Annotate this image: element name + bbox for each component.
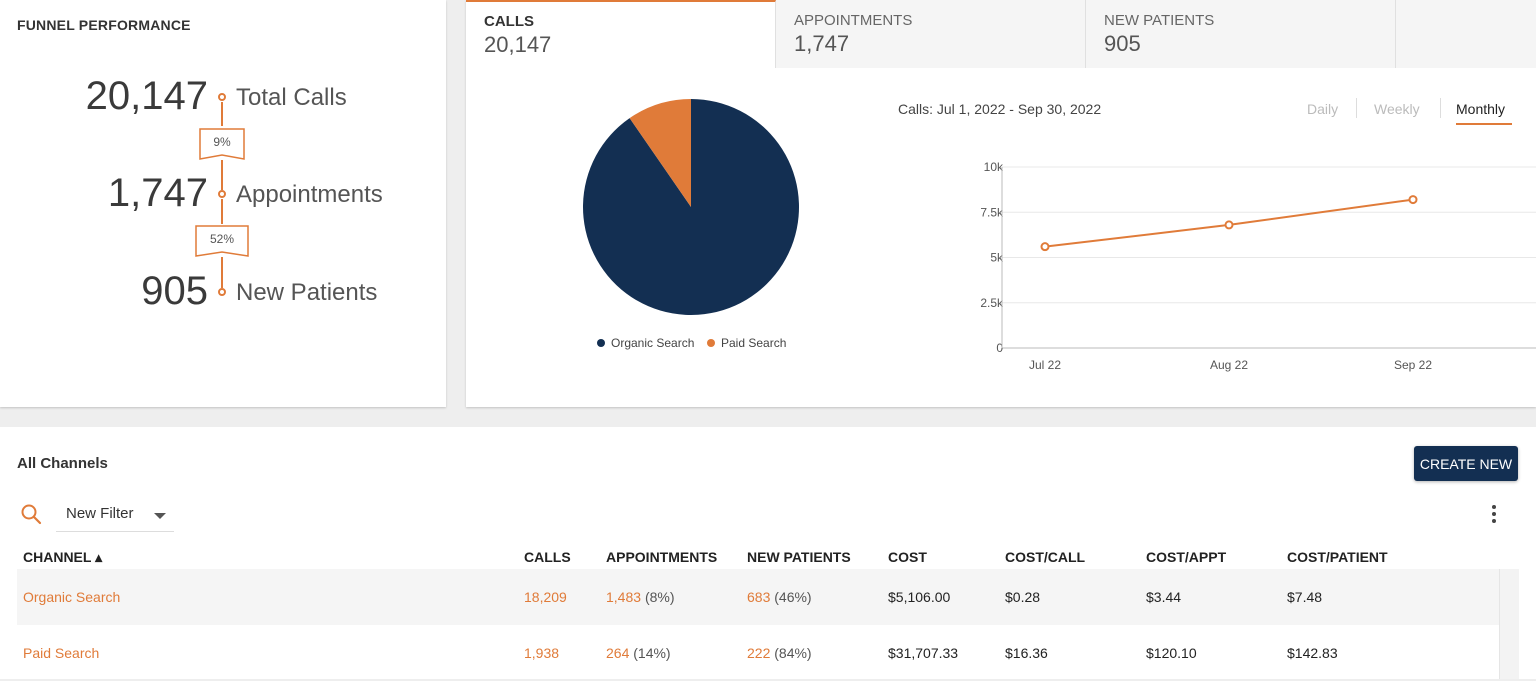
legend-swatch (597, 339, 605, 347)
period-active-underline (1456, 123, 1512, 125)
more-options-icon[interactable] (1488, 503, 1500, 525)
funnel-appointments-label: Appointments (236, 181, 383, 208)
funnel-new-patients-label: New Patients (236, 279, 378, 306)
cost-call-cell: $0.28 (1005, 589, 1041, 605)
column-header-calls[interactable]: CALLS (524, 549, 571, 565)
create-new-button[interactable]: CREATE NEW (1414, 446, 1518, 481)
channel-link[interactable]: Organic Search (23, 589, 121, 605)
channel-link[interactable]: Paid Search (23, 645, 100, 661)
funnel-connector (221, 199, 223, 224)
x-tick-label: Sep 22 (1394, 358, 1432, 372)
cost-patient-cell: $7.48 (1287, 589, 1323, 605)
search-icon[interactable] (20, 503, 42, 525)
filter-select[interactable]: New Filter (56, 500, 174, 532)
metric-tabs: CALLS 20,147 APPOINTMENTS 1,747 NEW PATI… (466, 0, 1536, 68)
funnel-connector (221, 102, 223, 126)
calls-link[interactable]: 1,938 (524, 645, 560, 661)
pie-slice-paid-search[interactable] (629, 99, 691, 207)
legend-label: Organic Search (611, 336, 695, 350)
cost-patient-cell: $142.83 (1287, 645, 1338, 661)
table-row: Organic Search 18,209 1,483 (8%) 683 (46… (17, 569, 1499, 625)
cost-call-cell: $16.36 (1005, 645, 1048, 661)
funnel-node-dot (218, 190, 226, 198)
funnel-connector (221, 160, 223, 190)
period-separator (1440, 98, 1441, 118)
funnel-node-dot (218, 288, 226, 296)
column-header-channel[interactable]: CHANNEL ▴ (23, 549, 103, 565)
patients-link[interactable]: 683 (747, 589, 771, 605)
funnel-total-calls-value: 20,147 (85, 74, 208, 118)
filter-label: New Filter (66, 505, 134, 522)
cost-cell: $5,106.00 (888, 589, 951, 605)
tab-value: 905 (1104, 31, 1141, 56)
data-point[interactable] (1040, 242, 1050, 252)
funnel-node-dot (218, 93, 226, 101)
conversion-tag-appts-patients: 52% (195, 225, 249, 257)
data-point[interactable] (1408, 195, 1418, 205)
funnel-performance-card: FUNNEL PERFORMANCE 20,147 Total Calls 9%… (0, 0, 446, 407)
data-point[interactable] (1224, 220, 1234, 230)
appointments-pct: (8%) (644, 589, 675, 605)
tab-value: 20,147 (484, 32, 552, 57)
funnel-appointments-value: 1,747 (107, 171, 208, 215)
appointments-link[interactable]: 264 (606, 645, 630, 661)
tab-bar-filler (1396, 0, 1536, 68)
appointments-cell: 264 (14%) (606, 645, 671, 661)
tab-appointments[interactable]: APPOINTMENTS 1,747 (776, 0, 1086, 68)
appointments-pct: (14%) (633, 645, 671, 661)
period-daily[interactable]: Daily (1307, 101, 1339, 117)
column-header-cost-patient[interactable]: COST/PATIENT (1287, 549, 1388, 565)
metrics-chart-card: CALLS 20,147 APPOINTMENTS 1,747 NEW PATI… (466, 0, 1536, 407)
column-header-appointments[interactable]: APPOINTMENTS (606, 549, 718, 565)
pie-legend-organic: Organic Search (597, 336, 694, 350)
tab-calls[interactable]: CALLS 20,147 (466, 0, 776, 68)
appointments-cell: 1,483 (8%) (606, 589, 675, 605)
column-header-cost-call[interactable]: COST/CALL (1005, 549, 1086, 565)
patients-link[interactable]: 222 (747, 645, 771, 661)
patients-cell: 222 (84%) (747, 645, 812, 661)
column-header-cost-appt[interactable]: COST/APPT (1146, 549, 1227, 565)
tab-label: NEW PATIENTS (1104, 12, 1215, 29)
conversion-tag-calls-appts: 9% (199, 128, 245, 160)
table-row: Paid Search 1,938 264 (14%) 222 (84%) $3… (17, 625, 1499, 681)
funnel-total-calls-label: Total Calls (236, 84, 347, 111)
x-tick-label: Jul 22 (1029, 358, 1061, 372)
patients-cell: 683 (46%) (747, 589, 812, 605)
chart-date-range: Calls: Jul 1, 2022 - Sep 30, 2022 (898, 101, 1102, 117)
table-scrollbar[interactable] (1499, 569, 1519, 679)
legend-label: Paid Search (721, 336, 787, 350)
cost-appt-cell: $120.10 (1146, 645, 1197, 661)
funnel-connector (221, 257, 223, 288)
y-tick-label: 7.5k (980, 205, 1004, 219)
funnel-new-patients-value: 905 (141, 269, 208, 313)
column-header-new-patients[interactable]: NEW PATIENTS (747, 549, 851, 565)
channels-title: All Channels (17, 455, 108, 472)
calls-line-chart: 0 2.5k 5k 7.5k 10k Jul 22 Aug 22 Sep 22 (980, 160, 1536, 372)
x-tick-label: Aug 22 (1210, 358, 1248, 372)
period-weekly[interactable]: Weekly (1374, 101, 1420, 117)
y-tick-label: 2.5k (980, 296, 1004, 310)
period-separator (1356, 98, 1357, 118)
y-tick-label: 10k (984, 160, 1004, 174)
appointments-link[interactable]: 1,483 (606, 589, 642, 605)
y-tick-label: 0 (996, 341, 1003, 355)
funnel-title: FUNNEL PERFORMANCE (17, 17, 191, 33)
tab-label: APPOINTMENTS (794, 12, 913, 29)
patients-pct: (46%) (774, 589, 812, 605)
tab-new-patients[interactable]: NEW PATIENTS 905 (1086, 0, 1396, 68)
calls-link[interactable]: 18,209 (524, 589, 567, 605)
all-channels-section: All Channels CREATE NEW New Filter CHANN… (0, 427, 1536, 679)
legend-swatch (707, 339, 715, 347)
pie-legend-paid: Paid Search (707, 336, 786, 350)
column-header-cost[interactable]: COST (888, 549, 927, 565)
y-tick-label: 5k (990, 251, 1004, 265)
tab-value: 1,747 (794, 31, 850, 56)
tab-label: CALLS (484, 13, 534, 30)
cost-appt-cell: $3.44 (1146, 589, 1182, 605)
chevron-down-icon (154, 513, 166, 519)
channel-pie-chart (583, 99, 799, 315)
period-monthly[interactable]: Monthly (1456, 101, 1506, 117)
cost-cell: $31,707.33 (888, 645, 959, 661)
patients-pct: (84%) (774, 645, 812, 661)
